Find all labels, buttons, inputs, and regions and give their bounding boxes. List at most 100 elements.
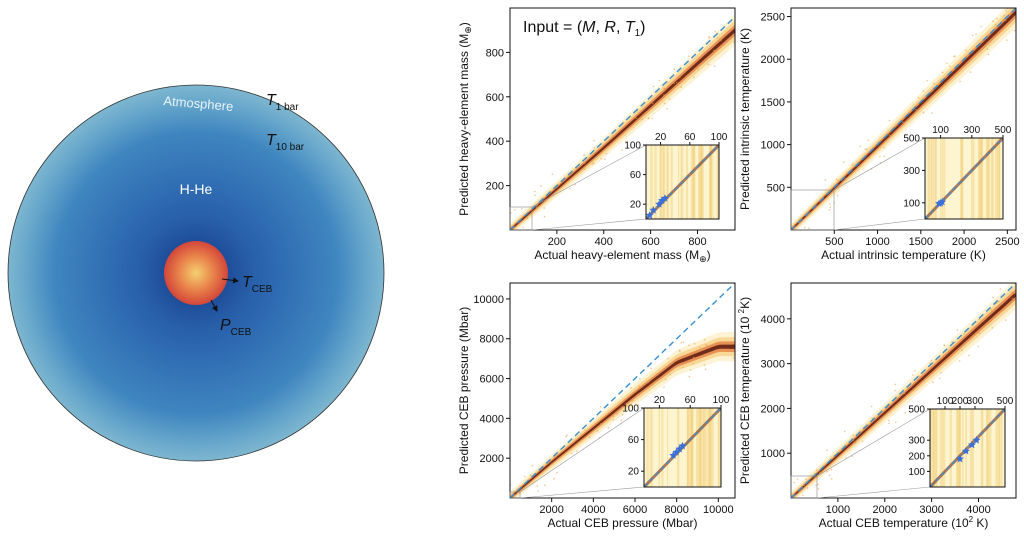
scatter-point	[524, 501, 526, 503]
scatter-point	[705, 344, 708, 347]
x-tick-label: 1500	[909, 236, 933, 248]
scatter-point	[647, 117, 650, 119]
scatter-point	[520, 208, 523, 210]
scatter-point	[689, 369, 692, 371]
inset-x-tick-label: 100	[711, 132, 728, 143]
scatter-point	[583, 168, 586, 170]
scatter-point	[963, 333, 966, 335]
scatter-point	[535, 206, 538, 208]
x-tick-label: 3000	[919, 504, 943, 516]
scatter-point	[815, 484, 817, 487]
inset-frame	[929, 408, 1006, 488]
scatter-point	[842, 161, 845, 163]
scatter-point	[673, 82, 675, 85]
scatter-point	[704, 368, 707, 370]
scatter-point	[536, 204, 539, 207]
scatter-point	[666, 80, 669, 83]
chart-temp: 500 1000 1500 2000 2500 500 1000 1500 2000 2500 Ac…	[738, 7, 1020, 262]
scatter-point	[994, 23, 997, 26]
scatter-point	[534, 194, 536, 197]
scatter-point	[933, 82, 935, 85]
scatter-point	[791, 248, 793, 250]
inset-star-point	[956, 454, 964, 463]
tceb-arrow	[221, 277, 239, 284]
inset-y-tick-label: 100	[903, 198, 920, 209]
inset-x-tick-label: 100	[932, 125, 949, 136]
inset-star-point	[962, 446, 970, 455]
scatter-point	[513, 209, 516, 211]
scatter-point	[975, 33, 977, 36]
scatter-point	[917, 96, 920, 99]
scatter-point	[551, 173, 554, 175]
scatter-point	[630, 387, 632, 389]
inset-y-tick-label: 500	[903, 134, 920, 145]
zoom-region	[509, 206, 533, 231]
scatter-point	[851, 455, 854, 458]
scatter-point	[861, 440, 864, 443]
x-tick-label: 2000	[952, 236, 976, 248]
scatter-point	[565, 435, 567, 438]
scatter-point	[888, 119, 891, 122]
scatter-point	[793, 481, 796, 484]
scatter-point	[523, 475, 526, 478]
scatter-point	[599, 405, 602, 408]
scatter-point	[867, 139, 869, 141]
plot-frame	[790, 7, 1017, 231]
scatter-point	[663, 386, 665, 388]
scatter-point	[879, 146, 882, 148]
x-axis-label: Actual CEB temperature (102 K)	[819, 515, 989, 530]
scatter-point	[835, 178, 838, 180]
scatter-point	[555, 454, 558, 457]
scatter-point	[803, 484, 805, 487]
scatter-point	[929, 362, 931, 364]
y-tick-label: 2500	[761, 12, 785, 24]
inset-x-tick-label: 100	[937, 396, 954, 407]
x-tick-label: 2000	[873, 504, 897, 516]
scatter-point	[654, 97, 656, 100]
y-tick-label: 2000	[761, 54, 785, 66]
scatter-point	[817, 483, 819, 486]
density-band	[510, 27, 735, 230]
inset-y-tick-label: 300	[908, 436, 925, 447]
scatter-point	[903, 392, 906, 395]
inset-y-tick-label: 300	[903, 166, 920, 177]
t10bar-label: T10 bar	[266, 132, 305, 153]
plot-frame	[509, 7, 736, 231]
scatter-point	[593, 147, 596, 149]
scatter-point	[664, 378, 667, 381]
scatter-point	[1005, 19, 1007, 21]
scatter-point	[669, 373, 672, 376]
scatter-point	[583, 154, 585, 156]
scatter-point	[519, 499, 521, 501]
inset-star-point	[655, 200, 664, 208]
scatter-point	[844, 178, 847, 180]
scatter-point	[522, 226, 524, 229]
scatter-point	[591, 160, 593, 162]
scatter-point	[1005, 9, 1007, 12]
inset-x-tick-label: 20	[654, 395, 666, 406]
x-tick-label: 1000	[826, 504, 850, 516]
scatter-point	[987, 53, 990, 56]
scatter-point	[904, 412, 907, 414]
scatter-point	[580, 433, 582, 436]
inset-identity-line	[930, 409, 1005, 487]
scatter-point	[894, 389, 896, 392]
density-band	[510, 24, 735, 230]
scatter-point	[1004, 319, 1007, 321]
x-tick-label: 600	[641, 236, 659, 248]
scatter-point	[678, 349, 681, 352]
scatter-point	[621, 149, 623, 151]
scatter-point	[965, 49, 967, 52]
scatter-point	[526, 234, 528, 236]
scatter-point	[992, 20, 995, 23]
scatter-point	[553, 477, 555, 480]
scatter-point	[645, 381, 648, 384]
scatter-point	[543, 215, 546, 218]
density-band	[791, 288, 1016, 498]
scatter-point	[713, 65, 716, 67]
planet-core	[164, 241, 228, 305]
scatter-point	[978, 318, 980, 321]
planet-schematic: Atmosphere H-He T1 bar T10 bar TCEB PCEB	[7, 84, 385, 462]
y-tick-label: 4000	[761, 314, 785, 326]
